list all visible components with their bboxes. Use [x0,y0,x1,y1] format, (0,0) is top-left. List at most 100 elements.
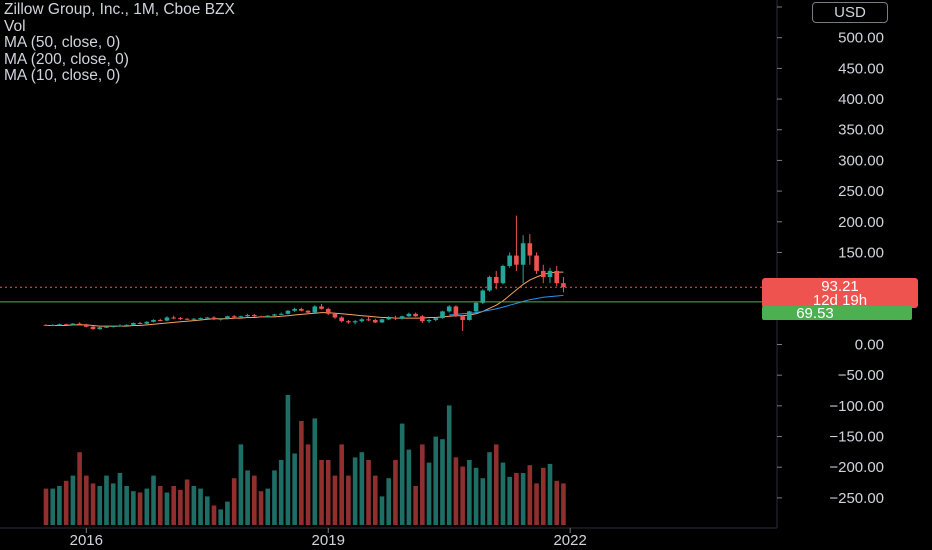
candle-body [124,324,129,326]
candle [393,315,398,320]
candle [97,326,103,330]
candle [527,234,533,265]
candle [399,315,405,320]
candle-body [63,324,69,326]
candle [204,316,210,319]
candle-body [164,317,170,321]
volume-bar [124,486,129,525]
candle [426,318,432,324]
candle-body [104,326,109,328]
volume-bar [70,475,76,525]
candle [211,316,217,320]
candle [117,324,123,327]
candle-body [359,319,365,322]
candle-body [366,319,371,321]
candle-body [252,315,257,317]
candle [164,316,170,322]
volume-bar [493,444,499,525]
candle [500,264,506,285]
candle [514,215,519,271]
candle [406,312,412,317]
candle [272,313,277,317]
candle [319,304,324,310]
volume-bar [487,452,492,525]
currency-button[interactable]: USD [812,2,888,23]
volume-bar [137,492,143,525]
candle [493,270,499,290]
volume-bar [426,462,432,525]
price-tick-label: 0.00 [855,337,884,354]
candle [440,310,445,319]
price-tick-label: 300.00 [838,152,884,169]
price-tick-label: 150.00 [838,244,884,261]
candle-body [117,325,123,327]
volume-bar [285,395,291,525]
candle-body [540,270,546,278]
candle [520,235,526,284]
candle-body [90,326,96,330]
candle [50,324,56,327]
candle [540,264,546,284]
candle [225,315,230,320]
candle [265,315,271,318]
candle [366,316,371,322]
candle-body [453,306,459,317]
candle [561,277,566,293]
legend-vol: Vol [4,17,26,35]
volume-bar [238,444,244,525]
candle [292,307,297,312]
volume-bar [144,488,150,525]
price-tick-label: −50.00 [838,367,884,384]
volume-bar [520,473,526,525]
candle [460,315,465,332]
candle [238,315,244,319]
candle [299,307,304,312]
legend-ma200: MA (200, close, 0) [4,50,129,68]
candle-body [420,316,425,322]
candle-body [198,318,203,320]
candle-body [238,316,244,318]
price-tick-label: 200.00 [838,214,884,231]
volume-bar [63,480,69,525]
candle-body [110,326,116,328]
candle-body [319,306,324,309]
last-price-badge [762,278,918,308]
price-tick-label: −100.00 [829,398,884,415]
volume-bar [151,475,156,525]
candle [339,316,344,323]
candle-body [554,270,560,284]
candle-body [292,308,297,311]
volume-bar [198,488,203,525]
candle-body [231,316,237,318]
volume-bar [131,491,136,525]
candle [359,318,365,323]
volume-bar [386,478,392,525]
volume-bar [312,418,318,525]
volume-bar [473,467,479,525]
time-tick-label: 2016 [70,532,103,549]
volume-bar [204,496,210,525]
candle [231,315,237,318]
ma10-line [46,271,564,327]
candle-body [372,319,378,323]
candle-body [460,316,465,320]
volume-bar [305,444,311,525]
candle [312,305,318,314]
candle [63,323,69,326]
candle [285,310,291,315]
volume-bars [43,395,566,525]
volume-bar [527,465,533,525]
candle [258,315,264,318]
candle-body [440,311,445,319]
volume-bar [157,486,163,525]
legend-title: Zillow Group, Inc., 1M, Cboe BZX [4,1,235,18]
candle-body [84,324,89,327]
candle-body [245,315,250,317]
last-price-value: 93.21 [821,278,859,295]
candle [453,305,459,317]
candle [77,322,82,325]
volume-bar [540,467,546,525]
candle [487,275,492,292]
candle-body [473,302,479,312]
